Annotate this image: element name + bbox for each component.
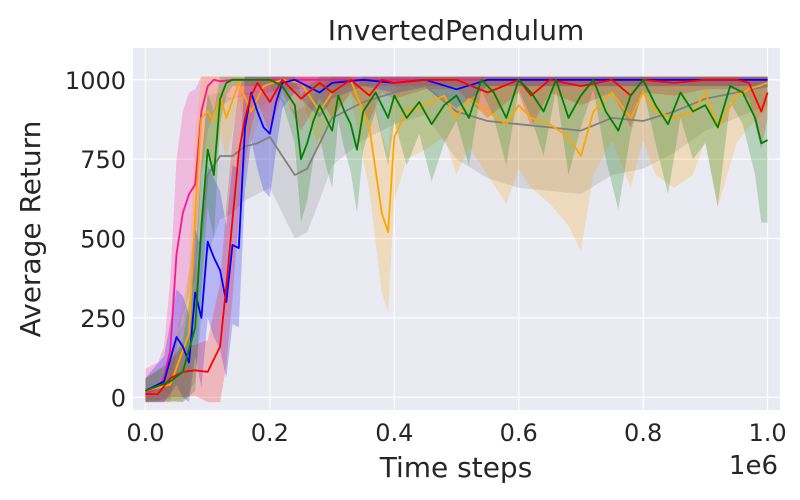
series-line-2 [145, 78, 768, 392]
series-band-0 [145, 76, 768, 403]
y-tick-labels: 0 250 500 750 1000 [65, 67, 126, 413]
chart-title: InvertedPendulum [328, 14, 584, 47]
series-line-5 [145, 78, 769, 392]
x-tick-label: 1.0 [748, 419, 786, 447]
y-tick-label: 0 [111, 384, 126, 412]
y-axis-label: Average Return [14, 121, 47, 338]
series-line-3 [144, 78, 768, 392]
x-offset-label: 1e6 [729, 451, 778, 481]
x-tick-label: 0.0 [126, 419, 164, 447]
x-tick-label: 0.6 [500, 419, 538, 447]
series-band-4 [145, 76, 768, 403]
y-tick-label: 250 [80, 305, 126, 333]
x-axis-label: Time steps [379, 451, 533, 484]
y-tick-label: 750 [80, 146, 126, 174]
x-tick-label: 0.4 [375, 419, 413, 447]
x-tick-label: 0.2 [251, 419, 289, 447]
y-tick-label: 500 [80, 226, 126, 254]
x-tick-label: 0.8 [624, 419, 662, 447]
series-band-2 [145, 76, 768, 403]
y-tick-label: 1000 [65, 67, 126, 95]
plot-background [133, 48, 780, 410]
x-tick-labels: 0.0 0.2 0.4 0.6 0.8 1.0 [126, 419, 786, 447]
series-lines [144, 78, 769, 396]
